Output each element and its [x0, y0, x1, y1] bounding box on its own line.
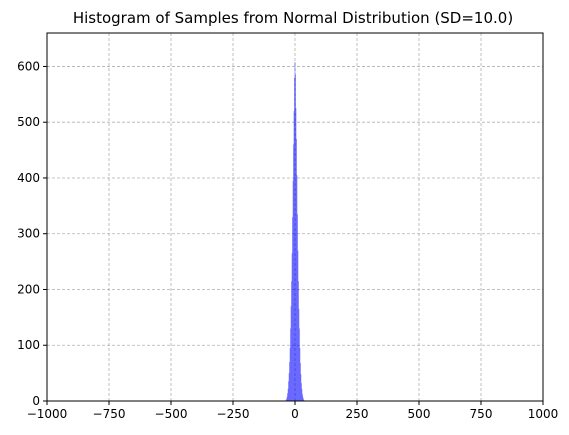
histogram-bar: [295, 108, 297, 401]
chart-title: Histogram of Samples from Normal Distrib…: [73, 9, 513, 27]
histogram-bar: [300, 363, 301, 401]
histogram-bar: [297, 250, 299, 401]
histogram-bar: [302, 396, 304, 401]
histogram-bar: [294, 61, 296, 402]
histogram-bar: [288, 373, 290, 401]
x-tick-label: −750: [93, 407, 126, 421]
bars-layer: [285, 61, 305, 402]
x-tick-label: 0: [291, 407, 299, 421]
histogram-bar: [303, 398, 304, 401]
y-tick-label: 600: [17, 59, 40, 73]
histogram-bar: [296, 138, 297, 401]
x-tick-label: 1000: [528, 407, 559, 421]
y-tick-label: 100: [17, 338, 40, 352]
histogram-bar: [298, 309, 300, 401]
x-tick-label: 250: [346, 407, 369, 421]
histogram-bar: [291, 281, 292, 401]
histogram-bar: [289, 361, 290, 401]
histogram-bar: [295, 74, 296, 402]
x-axis-ticks: −1000 −750 −500 −250 0 250 500 750 1000: [27, 401, 559, 421]
histogram-bar: [290, 328, 291, 401]
y-tick-label: 400: [17, 171, 40, 185]
histogram-bar: [296, 175, 298, 401]
histogram-bar: [287, 388, 289, 401]
histogram-bar: [294, 77, 295, 401]
histogram-bar: [301, 388, 303, 401]
histogram-bar: [302, 393, 303, 401]
histogram-bar: [288, 381, 289, 401]
x-tick-label: 500: [408, 407, 431, 421]
histogram-bar: [292, 217, 293, 401]
histogram-bar: [286, 398, 287, 401]
y-tick-label: 500: [17, 115, 40, 129]
histogram-bar: [292, 180, 294, 401]
histogram-bar: [293, 144, 294, 402]
histogram-bar: [293, 111, 295, 401]
histogram-bar: [303, 399, 305, 401]
histogram-bar: [287, 393, 288, 401]
histogram-bar: [291, 253, 293, 401]
histogram-bar: [297, 214, 298, 401]
histogram-bar: [290, 306, 292, 401]
x-tick-label: −500: [155, 407, 188, 421]
histogram-bar: [299, 348, 301, 401]
y-axis-ticks: 0 100 200 300 400 500 600: [17, 59, 47, 408]
y-tick-label: 300: [17, 227, 40, 241]
y-tick-label: 200: [17, 282, 40, 296]
histogram-bar: [286, 396, 288, 401]
x-tick-label: −250: [217, 407, 250, 421]
histogram-bar: [285, 399, 287, 401]
x-tick-label: −1000: [27, 407, 68, 421]
x-tick-label: 750: [470, 407, 493, 421]
histogram-bar: [301, 383, 302, 401]
histogram-bar: [289, 348, 291, 401]
histogram-bar: [300, 374, 302, 401]
histogram-bar: [298, 281, 299, 401]
histogram-bar: [299, 328, 300, 401]
y-tick-label: 0: [32, 394, 40, 408]
